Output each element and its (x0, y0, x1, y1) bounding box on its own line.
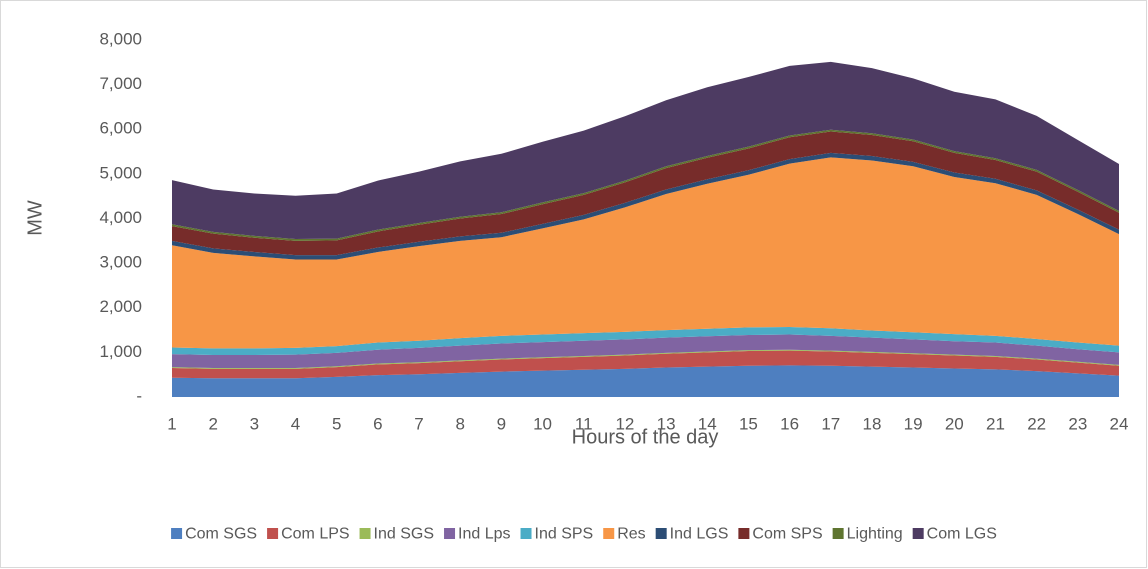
y-tick-label: 1,000 (99, 342, 142, 361)
legend-label: Ind SGS (374, 526, 434, 543)
x-tick-label: 2 (208, 414, 217, 433)
legend-label: Lighting (847, 526, 903, 543)
legend-item: Com SGS (171, 526, 257, 543)
x-tick-label: 19 (904, 414, 923, 433)
legend-swatch (603, 528, 615, 539)
x-tick-label: 1 (167, 414, 176, 433)
legend-swatch (655, 528, 667, 539)
area (172, 157, 1119, 349)
area (172, 334, 1119, 368)
area (172, 326, 1119, 356)
x-tick-label: 15 (739, 414, 758, 433)
x-tick-label: 21 (986, 414, 1005, 433)
x-tick-label: 7 (414, 414, 423, 433)
y-tick-label: 5,000 (99, 163, 142, 182)
x-tick-label: 14 (698, 414, 717, 433)
area (172, 350, 1119, 379)
x-tick-label: 18 (862, 414, 881, 433)
y-tick-label: 7,000 (99, 74, 142, 93)
x-tick-label: 11 (575, 414, 593, 433)
legend-swatch (359, 528, 371, 539)
legend-label: Com LGS (927, 526, 997, 543)
legend-swatch (912, 528, 924, 539)
legend-item: Ind LGS (655, 526, 729, 543)
y-tick-label: 6,000 (99, 119, 142, 138)
x-tick-label: 24 (1110, 414, 1129, 433)
legend-swatch (171, 528, 183, 539)
x-tick-label: 23 (1068, 414, 1087, 433)
y-tick-label: 3,000 (99, 253, 142, 272)
x-tick-label: 10 (533, 414, 552, 433)
x-tick-label: 12 (615, 414, 634, 433)
legend-item: Res (603, 526, 646, 543)
y-tick-label: - (136, 386, 142, 405)
x-tick-label: 6 (373, 414, 382, 433)
x-tick-label: 8 (455, 414, 464, 433)
y-tick-label: 8,000 (99, 29, 142, 48)
legend-swatch (520, 528, 532, 539)
x-tick-label: 16 (780, 414, 799, 433)
x-tick-label: 9 (497, 414, 506, 433)
legend-swatch (267, 528, 279, 539)
area (172, 365, 1119, 397)
legend-swatch (832, 528, 844, 539)
x-tick-label: 5 (332, 414, 341, 433)
x-tick-label: 17 (821, 414, 840, 433)
x-tick-label: 13 (657, 414, 676, 433)
legend-item: Lighting (832, 526, 903, 543)
legend-item: Ind SGS (359, 526, 434, 543)
legend-label: Com LPS (281, 526, 349, 543)
area (172, 61, 1119, 240)
y-tick-label: 2,000 (99, 297, 142, 316)
x-tick-label: 3 (250, 414, 259, 433)
legend-item: Ind SPS (520, 526, 594, 543)
area (172, 131, 1119, 256)
legend: Com SGS Com LPS Ind SGS Ind Lps Ind SPS Res In… (171, 526, 997, 543)
x-tick-label: 20 (945, 414, 964, 433)
y-tick-label: 4,000 (99, 208, 142, 227)
legend-label: Com SPS (752, 526, 822, 543)
x-tick-label: 22 (1027, 414, 1046, 433)
legend-label: Ind SPS (535, 526, 594, 543)
x-axis-title: Hours of the day (572, 426, 719, 448)
legend-label: Res (617, 526, 645, 543)
legend-item: Com LGS (912, 526, 997, 543)
y-axis-title: MW (24, 200, 46, 236)
legend-swatch (444, 528, 456, 539)
legend-item: Com SPS (738, 526, 823, 543)
legend-swatch (738, 528, 750, 539)
legend-label: Com SGS (185, 526, 257, 543)
legend-item: Com LPS (267, 526, 350, 543)
legend-item: Ind Lps (444, 526, 511, 543)
legend-label: Ind Lps (458, 526, 510, 543)
x-tick-label: 4 (291, 414, 300, 433)
legend-label: Ind LGS (670, 526, 729, 543)
